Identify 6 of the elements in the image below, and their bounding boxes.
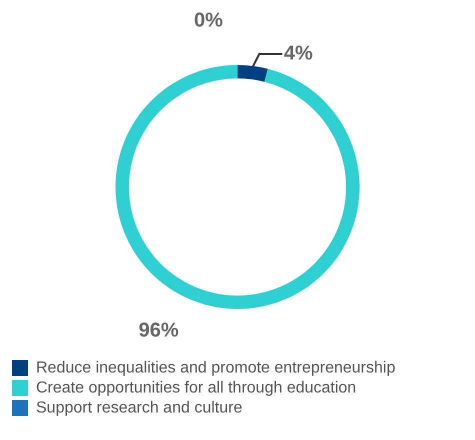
- text: 0%: [194, 10, 223, 32]
- data-label: 4%: [284, 42, 313, 65]
- legend-label: Create opportunities for all through education: [36, 379, 356, 396]
- data-label: 96%: [138, 319, 179, 342]
- legend-label: Reduce inequalities and promote entrepreneurship: [36, 359, 396, 376]
- legend-label: Support research and culture: [36, 399, 242, 416]
